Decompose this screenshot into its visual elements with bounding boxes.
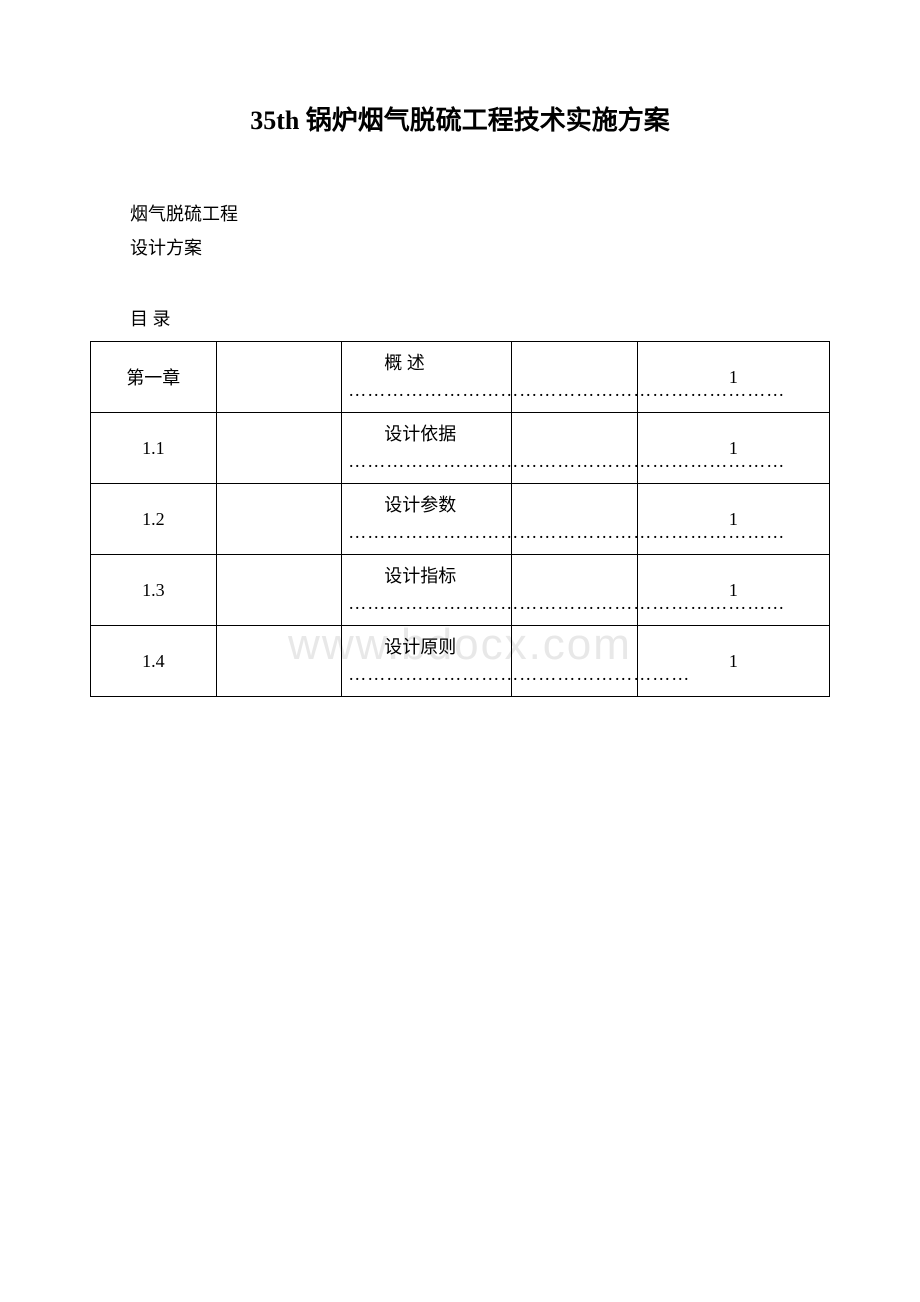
empty-cell	[512, 484, 638, 555]
description-title: 设计指标	[348, 563, 505, 590]
leader-dots: ……………………………………………………………	[348, 377, 505, 404]
description-title: 设计依据	[348, 421, 505, 448]
empty-cell	[216, 626, 342, 697]
page-number: 1	[637, 484, 829, 555]
description-title: 设计原则	[348, 634, 505, 661]
section-number: 1.1	[91, 413, 217, 484]
empty-cell	[512, 413, 638, 484]
empty-cell	[512, 626, 638, 697]
empty-cell	[512, 342, 638, 413]
subtitle-line-1: 烟气脱硫工程	[130, 197, 830, 231]
description-title: 概 述	[348, 350, 505, 377]
section-number: 第一章	[91, 342, 217, 413]
toc-label: 目 录	[90, 305, 830, 331]
leader-dots: ……………………………………………………………	[348, 519, 505, 546]
description-cell: 设计指标 ……………………………………………………………	[342, 555, 512, 626]
description-cell: 设计依据 ……………………………………………………………	[342, 413, 512, 484]
section-number: 1.4	[91, 626, 217, 697]
description-cell: 设计参数 ……………………………………………………………	[342, 484, 512, 555]
page-title: 35th 锅炉烟气脱硫工程技术实施方案	[90, 100, 830, 137]
page-number: 1	[637, 342, 829, 413]
document-content: 35th 锅炉烟气脱硫工程技术实施方案 烟气脱硫工程 设计方案 目 录 第一章 …	[90, 100, 830, 697]
table-row: 1.4 设计原则 ……………………………………………… 1	[91, 626, 830, 697]
leader-dots: ……………………………………………………………	[348, 590, 505, 617]
empty-cell	[216, 555, 342, 626]
description-cell: 设计原则 ………………………………………………	[342, 626, 512, 697]
empty-cell	[216, 342, 342, 413]
subtitle-line-2: 设计方案	[130, 231, 830, 265]
section-number: 1.2	[91, 484, 217, 555]
table-row: 第一章 概 述 …………………………………………………………… 1	[91, 342, 830, 413]
description-title: 设计参数	[348, 492, 505, 519]
empty-cell	[216, 413, 342, 484]
page-number: 1	[637, 555, 829, 626]
section-number: 1.3	[91, 555, 217, 626]
subtitle-block: 烟气脱硫工程 设计方案	[90, 197, 830, 265]
page-number: 1	[637, 626, 829, 697]
toc-table: 第一章 概 述 …………………………………………………………… 1 1.1 设计…	[90, 341, 830, 697]
empty-cell	[512, 555, 638, 626]
description-cell: 概 述 ……………………………………………………………	[342, 342, 512, 413]
page-number: 1	[637, 413, 829, 484]
leader-dots: ……………………………………………………………	[348, 448, 505, 475]
table-row: 1.1 设计依据 …………………………………………………………… 1	[91, 413, 830, 484]
table-row: 1.3 设计指标 …………………………………………………………… 1	[91, 555, 830, 626]
empty-cell	[216, 484, 342, 555]
leader-dots: ………………………………………………	[348, 661, 505, 688]
table-row: 1.2 设计参数 …………………………………………………………… 1	[91, 484, 830, 555]
